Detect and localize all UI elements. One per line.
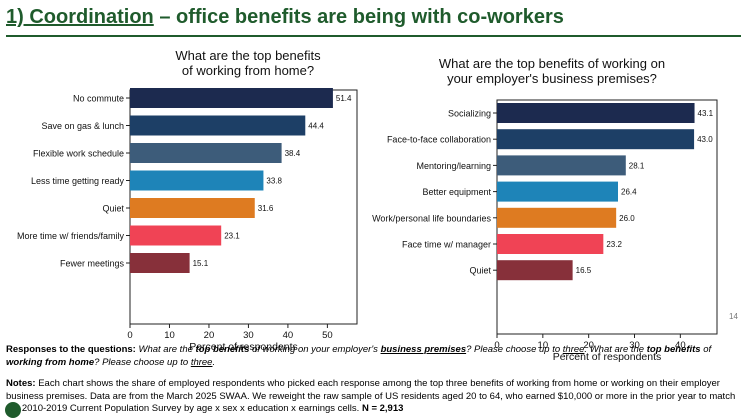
category-label: Save on gas & lunch [41,121,124,131]
bar [130,225,222,246]
responses-footnote: Responses to the questions: What are the… [6,344,741,369]
value-label: 38.4 [285,149,301,158]
value-label: 16.5 [576,266,592,275]
chart-title-line: of working from home? [182,63,314,78]
value-label: 28.1 [629,161,645,170]
category-label: Quiet [469,266,491,276]
value-label: 51.4 [336,94,352,103]
x-axis-label: Percent of respondents [189,341,298,353]
category-label: Flexible work schedule [33,149,124,159]
value-label: 23.1 [224,232,240,241]
bar [130,198,255,218]
category-label: Fewer meetings [60,259,125,269]
responses-q2-c: working from home [6,356,95,368]
bar [497,234,604,254]
category-label: Work/personal life boundaries [372,213,491,223]
x-tick-label: 50 [322,330,333,341]
value-label: 43.1 [698,109,714,118]
x-tick-label: 0 [494,340,499,351]
bar [497,155,626,176]
notes-n: N = 2,913 [361,403,404,414]
headline-prefix: 1) Coordination [6,6,154,28]
page-number: 14 [729,312,738,321]
bar [497,207,617,228]
category-label: Less time getting ready [31,176,125,186]
chart-title-line: What are the top benefits of working on [439,56,665,71]
x-tick-label: 10 [538,340,549,351]
responses-q2-b: of [703,344,712,355]
headline-underline [6,35,741,37]
notes-footnote: Notes: Each chart shows the share of emp… [6,378,741,416]
headline-rest: – office benefits are being with co-work… [153,6,564,28]
x-tick-label: 30 [629,340,640,351]
category-label: Better equipment [422,187,491,197]
category-label: No commute [73,94,124,104]
notes-label: Notes: [6,378,36,389]
category-label: Face time w/ manager [402,240,491,250]
value-label: 31.6 [258,204,274,213]
x-tick-label: 40 [283,330,294,341]
value-label: 15.1 [193,259,209,268]
category-label: Quiet [102,204,124,214]
bar [130,88,333,108]
bar [130,115,306,136]
x-tick-label: 10 [164,330,175,341]
corner-logo [5,402,21,418]
office-benefits-chart: What are the top benefits of working ony… [372,56,718,363]
bar [130,143,282,163]
bar [497,181,618,202]
value-label: 23.2 [606,240,622,249]
notes-text: Each chart shows the share of employed r… [6,378,736,414]
x-tick-label: 40 [675,340,686,351]
category-label: Socializing [448,109,491,119]
value-label: 33.8 [266,177,282,186]
responses-label: Responses to the questions: [6,344,136,355]
x-tick-label: 0 [127,330,132,341]
chart-title-line: What are the top benefits [175,48,321,63]
responses-q2-e: three [190,356,213,368]
responses-q1-b: top benefits [195,344,250,355]
responses-q1-c: of working on your employer's [252,344,378,355]
bar [497,129,695,150]
category-label: More time w/ friends/family [17,231,125,241]
category-label: Face-to-face collaboration [387,135,491,145]
bar [497,103,695,123]
bar [497,260,573,281]
responses-q2-a: top benefits [646,344,701,355]
chart-title-line: your employer's business premises? [447,71,657,86]
responses-q1-f: three [562,344,585,355]
bar [130,170,264,191]
value-label: 26.4 [621,188,637,197]
bar [130,253,190,273]
responses-q2-f: . [212,356,216,368]
responses-q1-d: business premises [380,344,467,355]
x-tick-label: 20 [583,340,594,351]
category-label: Mentoring/learning [416,161,491,171]
page-headline: 1) Coordination – office benefits are be… [6,6,741,37]
responses-q1-e: ? Please choose up to [466,344,561,355]
x-axis-label: Percent of respondents [553,351,662,363]
value-label: 26.0 [619,214,635,223]
responses-q1-a: What are the [138,344,193,355]
responses-q2-d: ? Please choose up to [94,356,189,368]
value-label: 44.4 [308,122,324,131]
responses-q1-g: . What are the [584,344,645,355]
value-label: 43.0 [697,135,713,144]
x-tick-label: 20 [204,330,215,341]
x-tick-label: 30 [243,330,254,341]
